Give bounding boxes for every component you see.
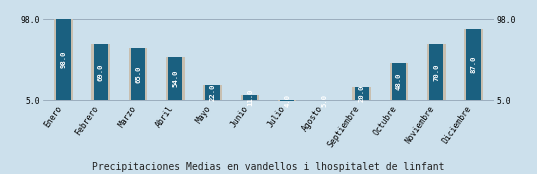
Bar: [280, 100, 294, 101]
Text: 22.0: 22.0: [209, 84, 215, 101]
Text: 5.0: 5.0: [322, 93, 328, 107]
Text: 70.0: 70.0: [433, 63, 439, 81]
Bar: [131, 48, 145, 100]
Bar: [206, 85, 220, 100]
Bar: [429, 44, 444, 100]
Bar: [243, 95, 257, 100]
Text: 4.0: 4.0: [284, 94, 290, 107]
Bar: [352, 87, 371, 100]
Bar: [129, 48, 147, 100]
Text: 98.0: 98.0: [61, 51, 67, 68]
Text: Precipitaciones Medias en vandellos i lhospitalet de linfant: Precipitaciones Medias en vandellos i lh…: [92, 162, 445, 172]
Bar: [464, 29, 483, 100]
Text: 11.0: 11.0: [247, 89, 253, 106]
Text: 65.0: 65.0: [135, 65, 141, 83]
Bar: [354, 87, 369, 100]
Text: 20.0: 20.0: [359, 85, 365, 102]
Bar: [56, 19, 70, 100]
Bar: [390, 63, 408, 100]
Bar: [166, 57, 185, 100]
Bar: [204, 85, 222, 100]
Text: 69.0: 69.0: [98, 64, 104, 81]
Bar: [93, 44, 108, 100]
Bar: [427, 44, 446, 100]
Bar: [241, 95, 259, 100]
Bar: [278, 100, 296, 101]
Text: 54.0: 54.0: [172, 70, 178, 88]
Bar: [54, 19, 73, 100]
Text: 87.0: 87.0: [470, 56, 476, 73]
Bar: [91, 44, 110, 100]
Bar: [467, 29, 481, 100]
Bar: [392, 63, 406, 100]
Bar: [168, 57, 183, 100]
Text: 48.0: 48.0: [396, 73, 402, 90]
